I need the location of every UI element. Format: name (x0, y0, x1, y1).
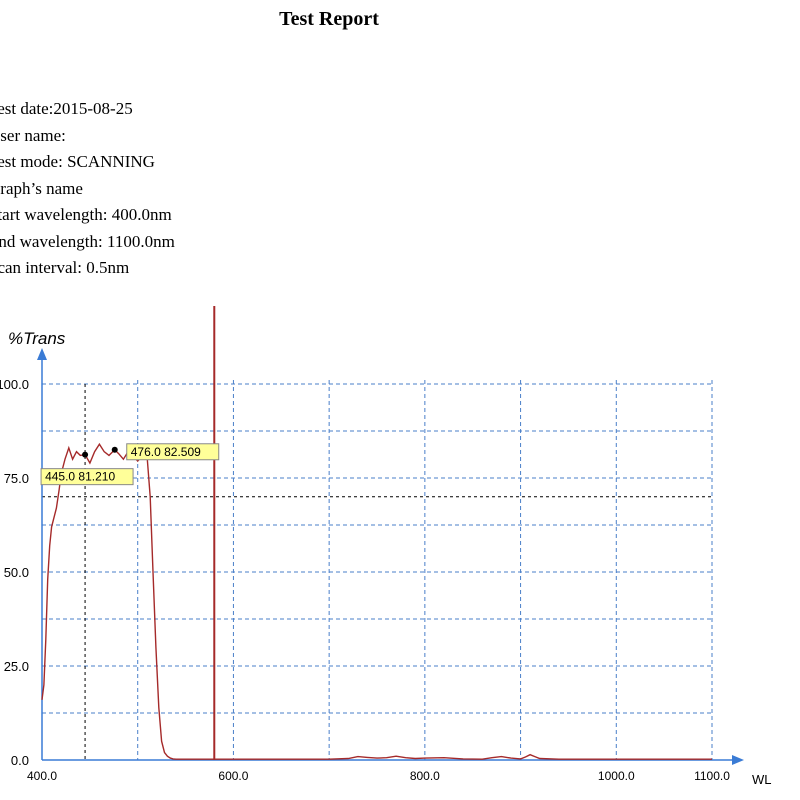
x-tick-label: 1100.0 (694, 769, 730, 783)
labels: 400.0 600.0 800.0 1000.0 1100.0 0.0 25.0 50.0 75… (0, 329, 772, 787)
y-axis-title: %Trans (8, 329, 66, 348)
info-test-mode: Test mode: SCANNING (0, 152, 155, 171)
grid (42, 380, 713, 760)
x-tick-label: 600.0 (218, 769, 248, 783)
annotation-label: 445.0 81.210 (45, 470, 115, 484)
y-axis-arrow (37, 348, 47, 360)
x-tick-label: 800.0 (410, 769, 440, 783)
x-tick-label: 400.0 (27, 769, 57, 783)
annotation-label: 476.0 82.509 (131, 445, 201, 459)
info-user-name: User name: (0, 125, 66, 145)
report-title: Test Report (279, 8, 379, 30)
y-tick-label: 25.0 (4, 659, 29, 674)
y-tick-label: 75.0 (4, 471, 29, 486)
x-axis-title: WL (752, 772, 772, 787)
transmission-curve (41, 442, 712, 760)
annotations: 445.0 81.210 476.0 82.509 (40, 443, 220, 486)
report-info: Test date:2015-08-25 User name: Test mod… (0, 96, 175, 282)
y-tick-label: 0.0 (11, 753, 29, 768)
series (41, 306, 712, 760)
annotation-box (126, 443, 220, 461)
info-scan-interval: Scan interval: 0.5nm (0, 258, 130, 277)
axes (37, 348, 744, 765)
annotation-box (40, 468, 134, 486)
x-tick-label: 1000.0 (598, 769, 635, 783)
x-axis-arrow (732, 755, 744, 765)
annotation-point (82, 451, 89, 458)
info-end-wavelength: End wavelength: 1100.0nm (0, 231, 175, 251)
info-test-date: Test date:2015-08-25 (0, 99, 133, 118)
annotation-point (111, 446, 118, 453)
y-tick-label: 100.0 (0, 377, 29, 392)
y-tick-label: 50.0 (4, 565, 29, 580)
info-start-wavelength: Start wavelength: 400.0nm (0, 205, 172, 224)
